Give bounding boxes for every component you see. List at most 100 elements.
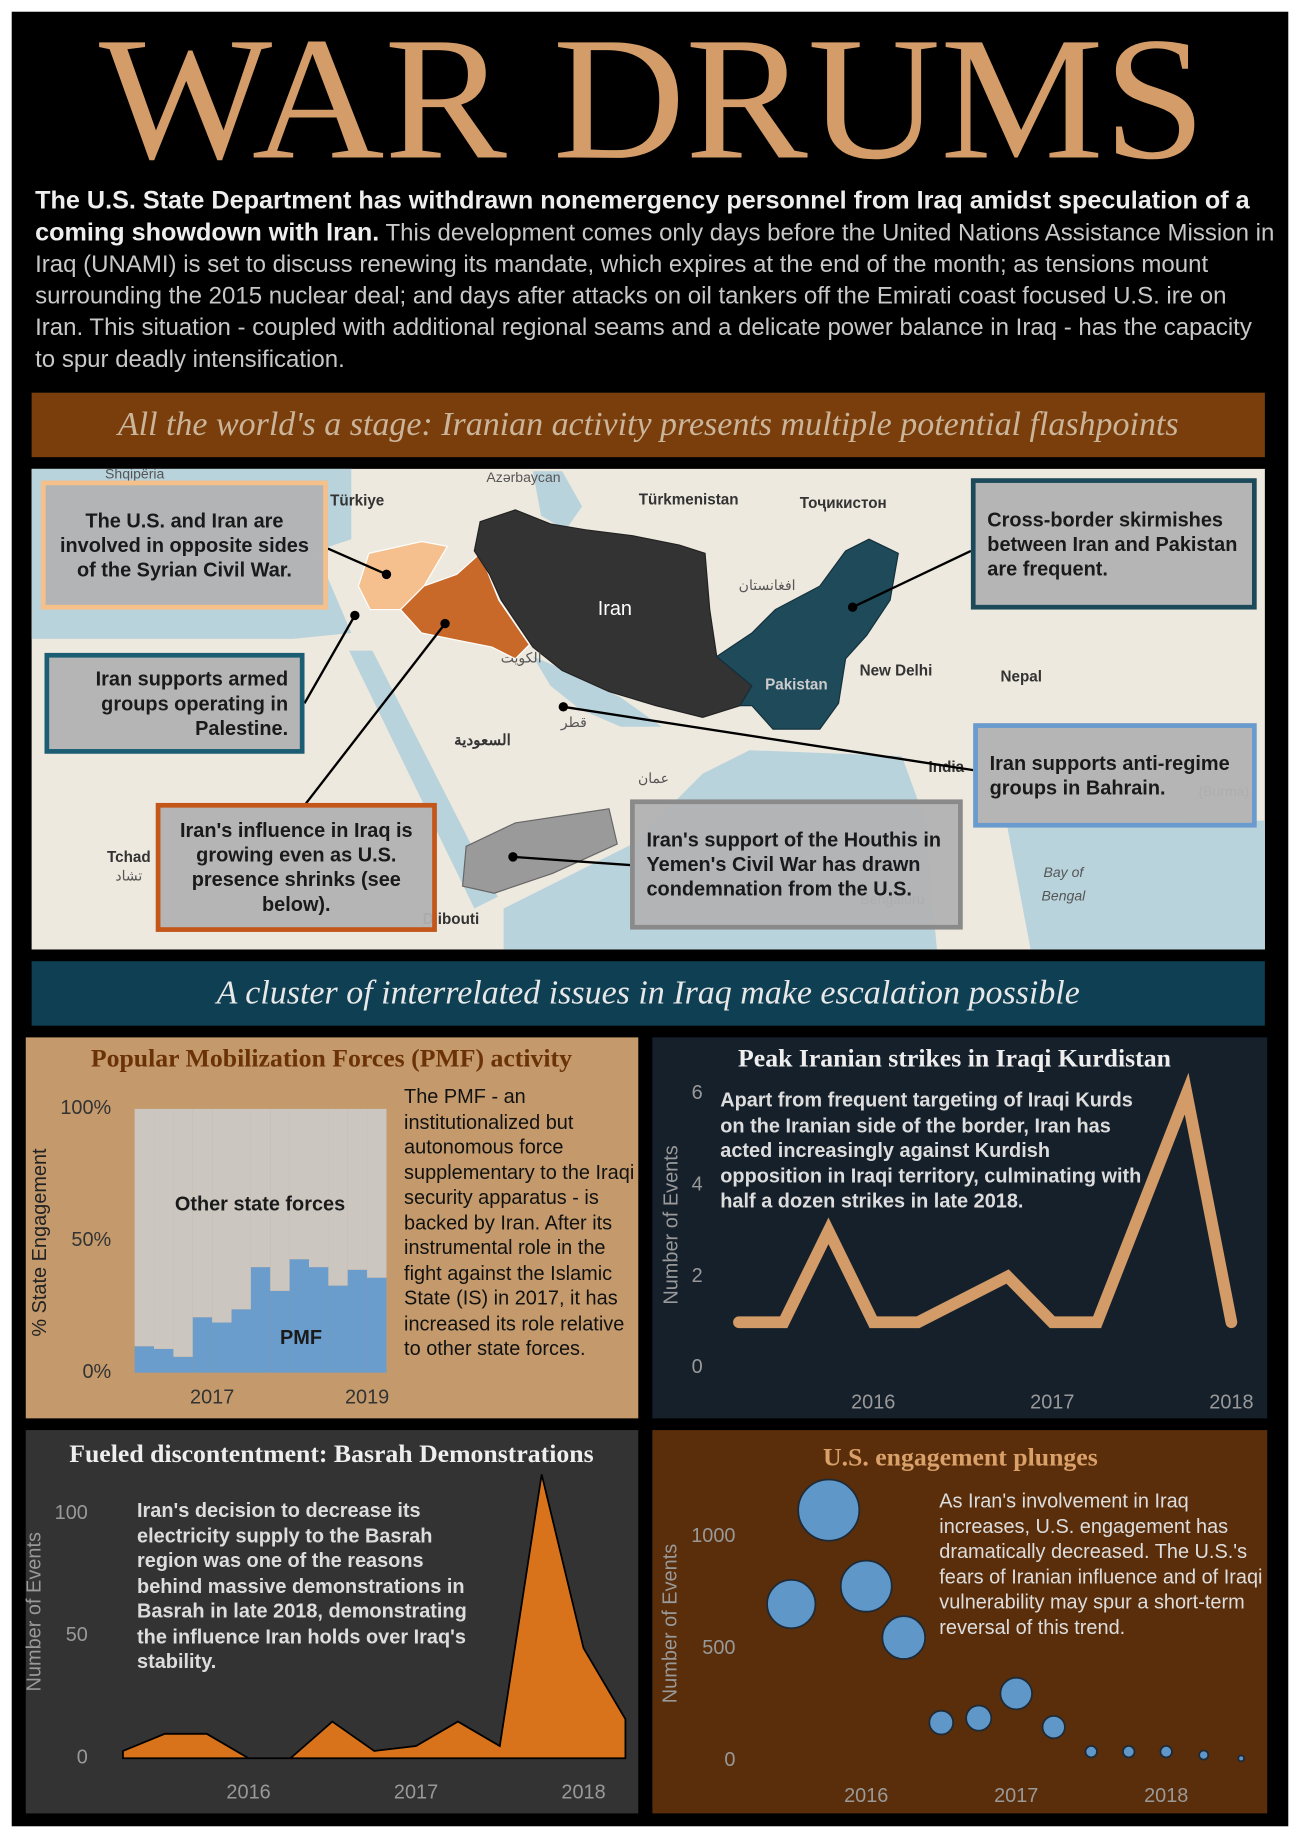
sea bbox=[1007, 820, 1265, 950]
x-tick-label: 2017 bbox=[994, 1785, 1038, 1807]
bubble bbox=[839, 1559, 893, 1613]
sea bbox=[532, 471, 583, 530]
map-label: السعودية bbox=[454, 732, 511, 749]
leader bbox=[563, 705, 974, 772]
sea bbox=[532, 656, 662, 727]
leader bbox=[303, 622, 446, 807]
callout: The U.S. and Iran are involved in opposi… bbox=[40, 480, 328, 610]
line bbox=[733, 1072, 1238, 1329]
bubble bbox=[965, 1704, 993, 1732]
banner: All the world's a stage: Iranian activit… bbox=[31, 392, 1265, 458]
bar bbox=[212, 1322, 232, 1373]
dots bbox=[350, 569, 858, 862]
map-label: قطر bbox=[560, 714, 587, 731]
area bbox=[122, 1474, 627, 1760]
map-label: Tchad bbox=[107, 849, 151, 866]
map-label: Iran bbox=[598, 598, 632, 620]
annotation: Apart from frequent targeting of Iraqi K… bbox=[720, 1088, 1142, 1213]
chart-title: Fueled discontentment: Basrah Demonstrat… bbox=[69, 1439, 593, 1468]
bar bbox=[192, 1317, 213, 1373]
map-label: عمان bbox=[638, 770, 669, 786]
dot bbox=[350, 610, 360, 621]
x-tick-label: 2018 bbox=[1144, 1785, 1188, 1807]
y-axis-label: Number of Events bbox=[661, 1145, 683, 1304]
x-tick-label: 2016 bbox=[844, 1785, 888, 1807]
banner: A cluster of interrelated issues in Iraq… bbox=[31, 961, 1265, 1026]
leader bbox=[512, 855, 631, 867]
leader bbox=[852, 549, 972, 609]
y-tick-label: 50% bbox=[71, 1229, 111, 1251]
x-tick-label: 2017 bbox=[190, 1387, 234, 1409]
y-tick-label: 500 bbox=[702, 1637, 735, 1659]
yemen bbox=[461, 808, 618, 894]
bar bbox=[309, 1267, 329, 1373]
series-label: Other state forces bbox=[175, 1193, 345, 1215]
x-tick-label: 2016 bbox=[226, 1782, 270, 1804]
map-label: الكويت bbox=[501, 649, 542, 666]
bubble bbox=[766, 1578, 817, 1630]
bar bbox=[328, 1108, 348, 1286]
bar bbox=[309, 1108, 329, 1268]
y-tick-label: 6 bbox=[692, 1082, 703, 1104]
y-axis-label: Number of Events bbox=[659, 1544, 681, 1703]
map-label: Shqipëria bbox=[105, 465, 165, 481]
bar bbox=[173, 1108, 193, 1357]
x-tick-label: 2017 bbox=[394, 1782, 438, 1804]
x-tick-label: 2018 bbox=[561, 1782, 605, 1804]
map-label: New Delhi bbox=[860, 663, 933, 680]
chart-title: Popular Mobilization Forces (PMF) activi… bbox=[91, 1044, 572, 1073]
bubble bbox=[881, 1615, 927, 1660]
callout: Iran supports armed groups operating in … bbox=[44, 652, 305, 754]
x-tick-label: 2018 bbox=[1209, 1391, 1253, 1413]
bar bbox=[367, 1108, 387, 1278]
bar bbox=[270, 1290, 290, 1373]
map-label: Тоҷикистон bbox=[800, 495, 887, 512]
callout: Iran's support of the Houthis in Yemen's… bbox=[630, 799, 963, 930]
leader-lines bbox=[303, 547, 974, 867]
y-tick-label: 2 bbox=[692, 1265, 703, 1287]
intro-body: This development comes only days before … bbox=[35, 219, 1275, 373]
bar bbox=[289, 1108, 310, 1260]
intro: The U.S. State Department has withdrawn … bbox=[35, 185, 1276, 375]
y-tick-label: 0% bbox=[82, 1361, 111, 1383]
bar bbox=[231, 1309, 251, 1373]
bar bbox=[328, 1285, 348, 1373]
y-tick-label: 100 bbox=[55, 1502, 88, 1524]
y-tick-label: 4 bbox=[692, 1173, 703, 1195]
leader bbox=[303, 614, 356, 704]
sea bbox=[349, 650, 498, 909]
panel bbox=[652, 1037, 1268, 1419]
bubble bbox=[1041, 1715, 1066, 1740]
bubble bbox=[1084, 1745, 1098, 1759]
y-tick-label: 100% bbox=[60, 1097, 111, 1119]
y-axis-label: Number of Events bbox=[23, 1532, 45, 1691]
bubble bbox=[797, 1478, 861, 1542]
iraq bbox=[399, 552, 531, 660]
map-label: Nepal bbox=[1001, 669, 1042, 686]
map-label: India bbox=[929, 759, 965, 776]
dot bbox=[508, 852, 518, 862]
bar bbox=[250, 1108, 271, 1268]
bubble bbox=[1237, 1754, 1245, 1763]
annotation: The PMF - an institutionalized but auton… bbox=[404, 1085, 635, 1360]
bar bbox=[250, 1267, 271, 1373]
callout: Iran's influence in Iraq is growing even… bbox=[155, 802, 437, 932]
map-label: Bay of bbox=[1044, 864, 1086, 880]
bar bbox=[212, 1108, 232, 1323]
x-tick-label: 2016 bbox=[851, 1391, 895, 1413]
y-tick-label: 0 bbox=[77, 1747, 88, 1769]
bar bbox=[347, 1108, 368, 1270]
bar bbox=[134, 1346, 155, 1373]
bar bbox=[154, 1108, 174, 1349]
annotation: Iran's decision to decrease its electric… bbox=[137, 1499, 467, 1673]
chart-title: U.S. engagement plunges bbox=[823, 1442, 1098, 1471]
y-tick-label: 0 bbox=[724, 1749, 735, 1771]
dot bbox=[381, 569, 392, 580]
annotation: As Iran's involvement in Iraq increases,… bbox=[939, 1489, 1263, 1639]
dot bbox=[558, 702, 569, 712]
callout: Iran supports anti-regime groups in Bahr… bbox=[973, 723, 1257, 828]
bar bbox=[289, 1259, 310, 1373]
pakistan bbox=[715, 538, 899, 730]
